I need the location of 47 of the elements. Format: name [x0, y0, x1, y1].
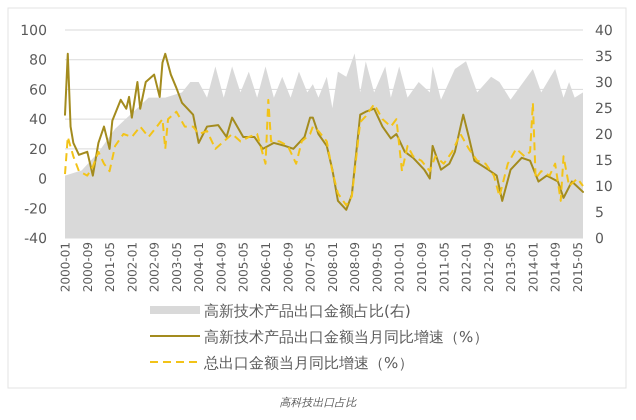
- y2-tick-label: 15: [595, 153, 613, 169]
- x-tick-label: 2014-09: [548, 242, 563, 292]
- x-tick-label: 2006-01: [259, 242, 274, 292]
- y2-tick-label: 25: [595, 101, 613, 117]
- x-tick-label: 2012-01: [460, 242, 474, 292]
- x-tick-label: 2015-05: [570, 242, 585, 292]
- x-tick-label: 2008-01: [326, 242, 340, 292]
- x-tick-label: 2014-01: [526, 242, 540, 292]
- legend-label: 总出口金额当月同比增速（%）: [203, 354, 414, 372]
- y-tick-label: -20: [24, 201, 47, 218]
- x-tick-label: 2004-09: [214, 242, 228, 292]
- y2-tick-label: 10: [595, 179, 613, 195]
- legend-label: 高新技术产品出口金额占比(右): [204, 302, 411, 320]
- y2-tick-label: 5: [595, 205, 604, 221]
- y-tick-label: 80: [29, 52, 47, 69]
- y-tick-label: -40: [24, 231, 47, 247]
- x-tick-label: 2010-09: [414, 242, 429, 292]
- y2-tick-label: 0: [595, 231, 604, 247]
- x-tick-label: 2010-01: [392, 242, 407, 292]
- x-tick-label: 2000-09: [80, 242, 95, 292]
- line-series: [64, 52, 584, 211]
- x-tick-label: 2007-05: [304, 242, 318, 292]
- y-tick-label: 20: [29, 142, 47, 158]
- y2-tick-label: 20: [595, 127, 613, 143]
- x-tick-label: 2002-01: [125, 242, 140, 292]
- y-tick-label: 100: [20, 23, 47, 39]
- x-tick-label: 2001-05: [103, 242, 118, 292]
- x-tick-label: 2004-01: [192, 242, 206, 292]
- x-tick-label: 2011-05: [437, 242, 452, 292]
- line-series: [64, 98, 584, 206]
- y2-tick-label: 35: [595, 49, 613, 65]
- legend-label: 高新技术产品出口金额当月同比增速（%）: [204, 328, 488, 346]
- y-tick-label: 40: [29, 112, 47, 128]
- x-tick-label: 2008-09: [348, 242, 362, 292]
- y-tick-label: 0: [38, 172, 47, 188]
- x-tick-label: 2003-05: [170, 242, 184, 292]
- text: 高科技出口占比: [280, 396, 358, 409]
- y-tick-label: 60: [29, 82, 47, 98]
- x-tick-label: 2013-05: [504, 242, 518, 292]
- x-tick-label: 2012-09: [482, 242, 496, 292]
- x-tick-label: 2002-09: [148, 242, 162, 292]
- y2-tick-label: 40: [595, 23, 613, 39]
- y2-tick-label: 30: [595, 75, 613, 91]
- x-tick-label: 2000-01: [58, 242, 72, 292]
- x-tick-label: 2006-09: [281, 242, 296, 292]
- x-tick-label: 2005-05: [236, 242, 251, 292]
- x-tick-label: 2009-05: [370, 242, 384, 292]
